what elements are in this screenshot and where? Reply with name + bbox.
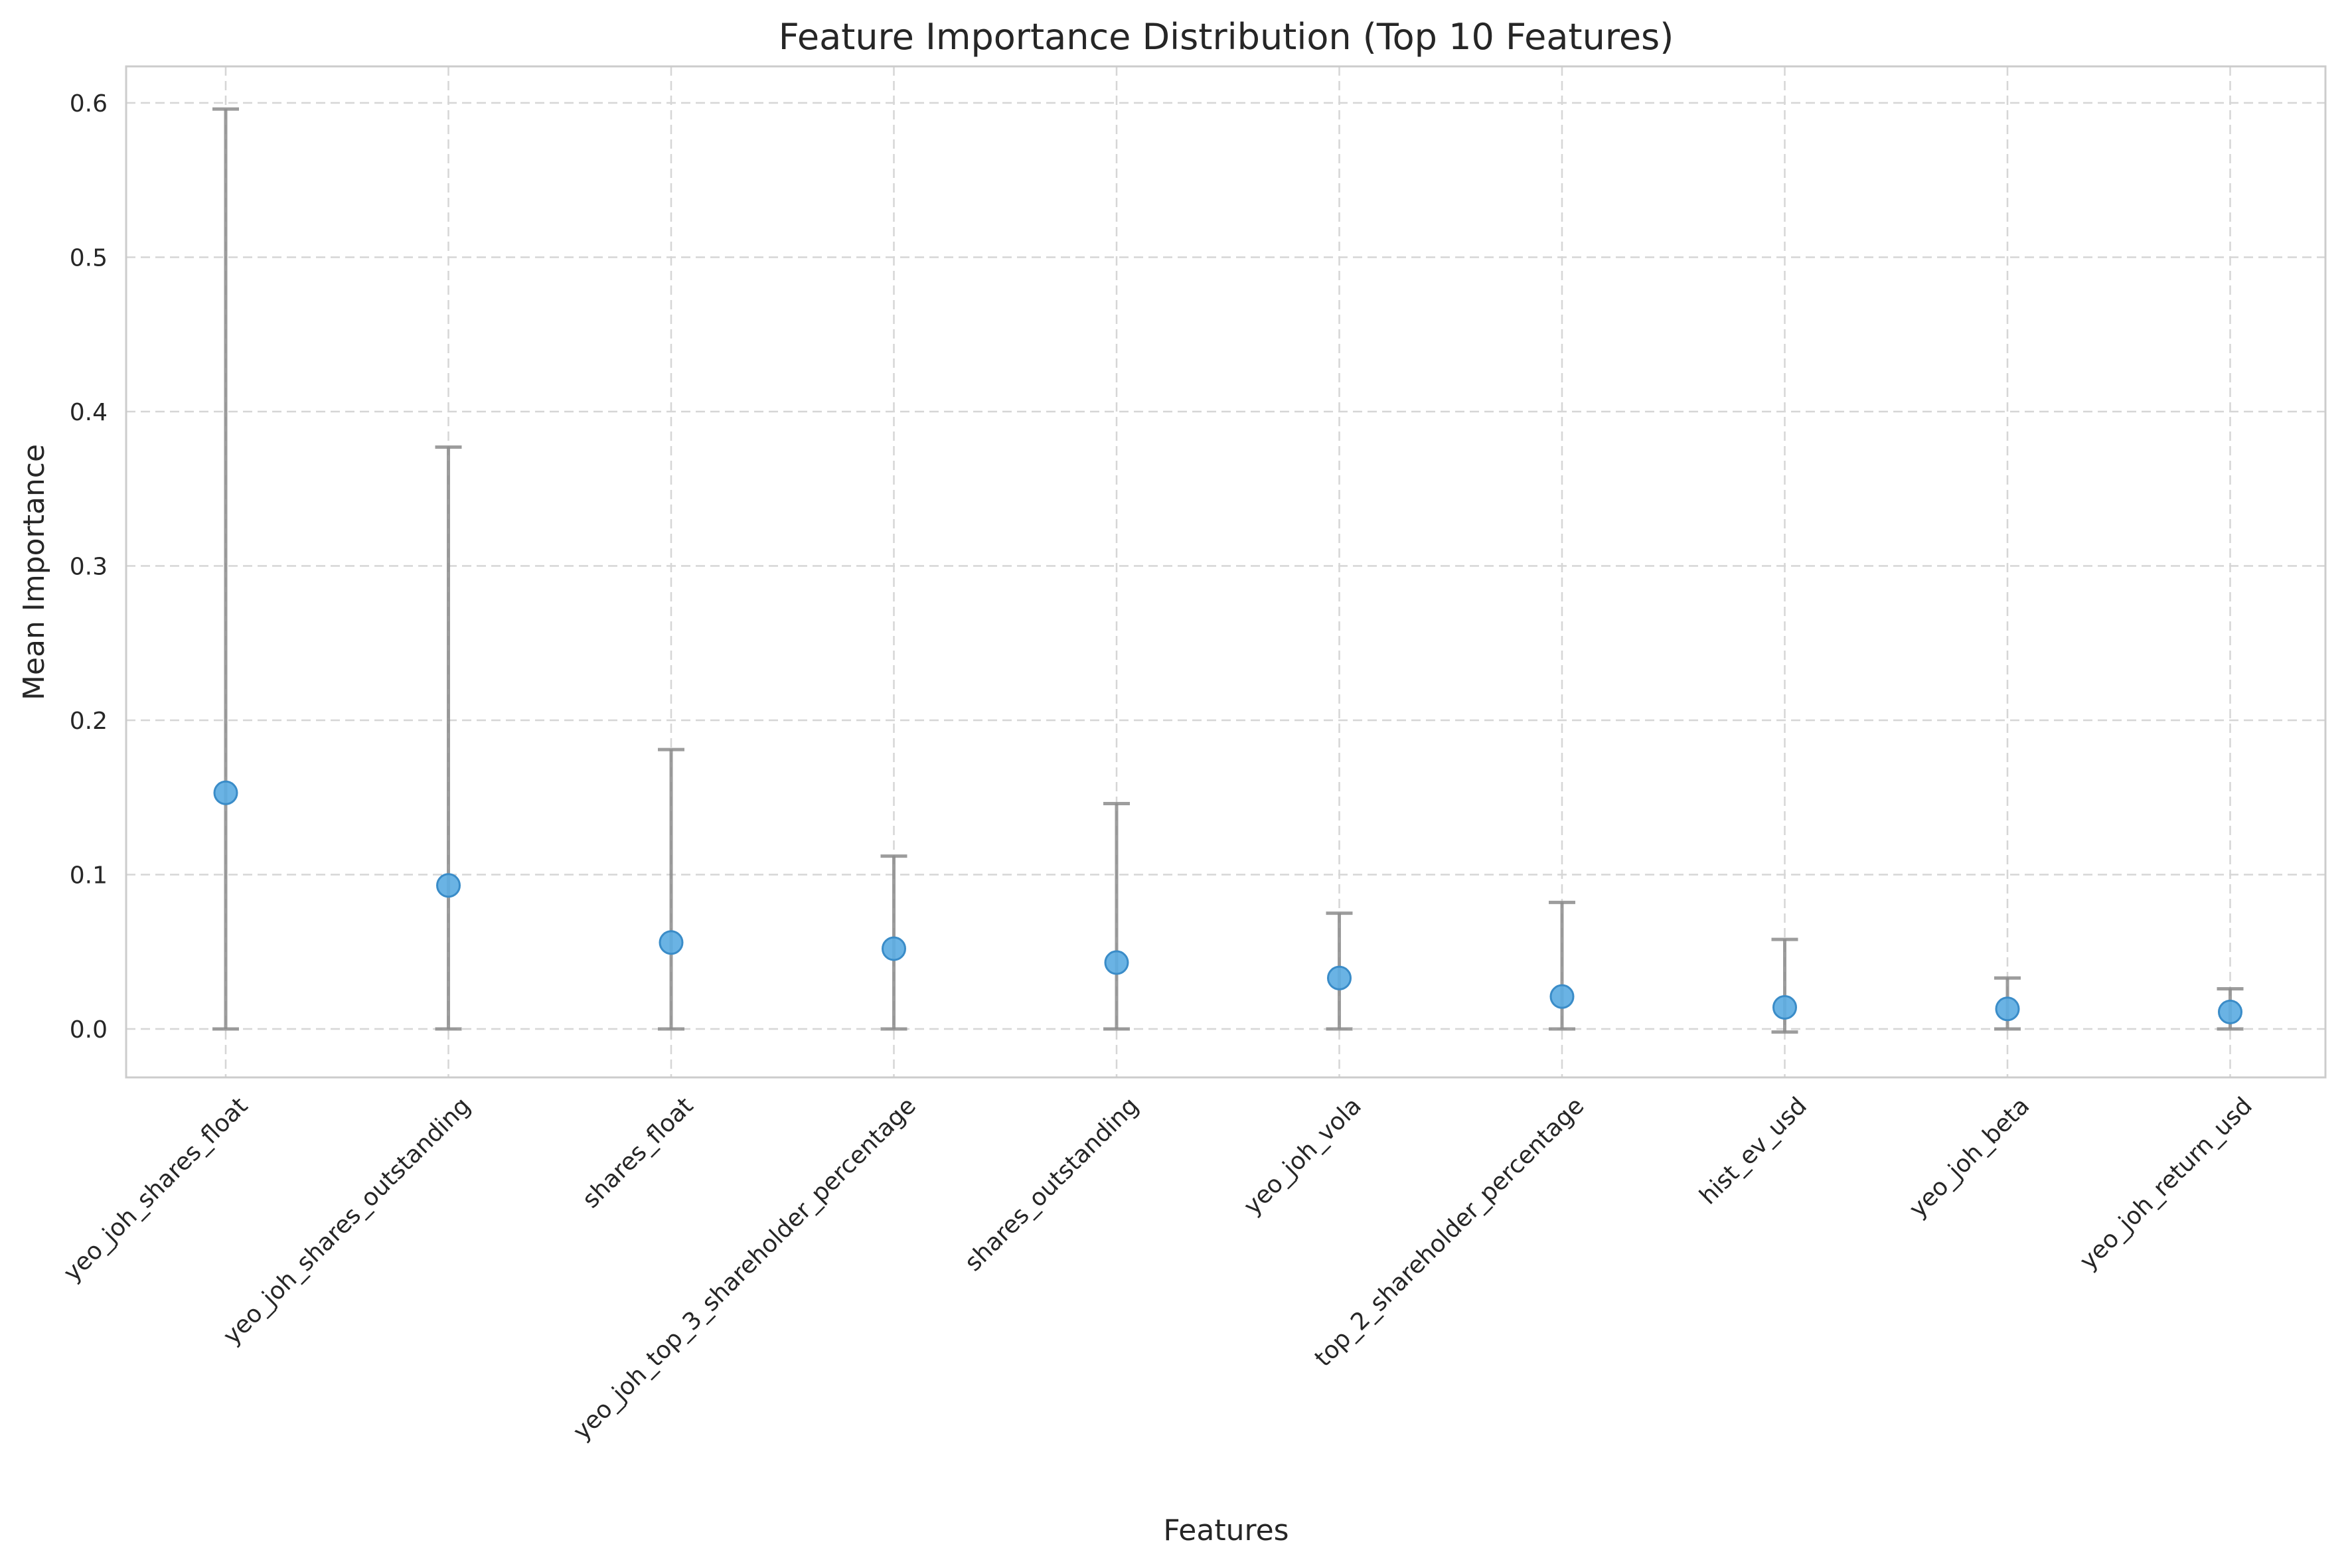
x-tick-label: yeo_joh_beta xyxy=(1904,1092,2035,1223)
data-point xyxy=(1327,965,1352,990)
y-tick-label: 0.0 xyxy=(70,1016,108,1044)
y-tick-label: 0.6 xyxy=(70,90,108,118)
x-tick-label: shares_float xyxy=(578,1092,699,1214)
x-tick-label: yeo_joh_shares_outstanding xyxy=(218,1092,476,1350)
data-point xyxy=(436,873,461,898)
error-bar xyxy=(1103,802,1130,1031)
y-tick-label: 0.5 xyxy=(70,245,108,272)
data-point xyxy=(1549,984,1575,1009)
data-point xyxy=(213,780,238,805)
x-axis-label: Features xyxy=(1163,1514,1289,1547)
data-point xyxy=(1104,950,1129,975)
y-tick-label: 0.2 xyxy=(70,708,108,735)
y-tick-label: 0.3 xyxy=(70,554,108,581)
plot-frame xyxy=(125,65,2327,1079)
x-tick-label: shares_outstanding xyxy=(960,1092,1144,1277)
error-bar xyxy=(658,747,684,1031)
data-point xyxy=(1772,994,1797,1020)
x-tick-label: yeo_joh_return_usd xyxy=(2075,1092,2258,1275)
error-bar xyxy=(435,445,462,1031)
data-point xyxy=(882,936,906,961)
error-bars xyxy=(212,107,2244,1034)
data-points xyxy=(213,780,2242,1024)
error-bar xyxy=(1549,900,1575,1031)
error-bar xyxy=(212,107,239,1031)
y-axis-label: Mean Importance xyxy=(17,444,51,700)
x-tick-label: yeo_joh_vola xyxy=(1239,1092,1367,1220)
data-point xyxy=(2218,999,2242,1024)
x-tick-label: yeo_joh_top_3_shareholder_percentage xyxy=(568,1092,921,1445)
data-point xyxy=(659,930,684,955)
y-tick-label: 0.1 xyxy=(70,862,108,890)
x-tick-label: top_2_shareholder_percentage xyxy=(1310,1092,1590,1372)
chart-title: Feature Importance Distribution (Top 10 … xyxy=(779,16,1674,58)
x-tick-label: hist_ev_usd xyxy=(1695,1092,1812,1210)
grid-lines xyxy=(126,66,2325,1077)
data-point xyxy=(1995,996,2020,1022)
y-tick-labels: 0.0 0.1 0.2 0.3 0.4 0.5 0.6 xyxy=(70,90,108,1044)
x-tick-labels: yeo_joh_shares_floatyeo_joh_shares_outst… xyxy=(58,1092,2258,1445)
y-tick-label: 0.4 xyxy=(70,399,108,426)
x-tick-label: yeo_joh_shares_float xyxy=(58,1092,253,1287)
